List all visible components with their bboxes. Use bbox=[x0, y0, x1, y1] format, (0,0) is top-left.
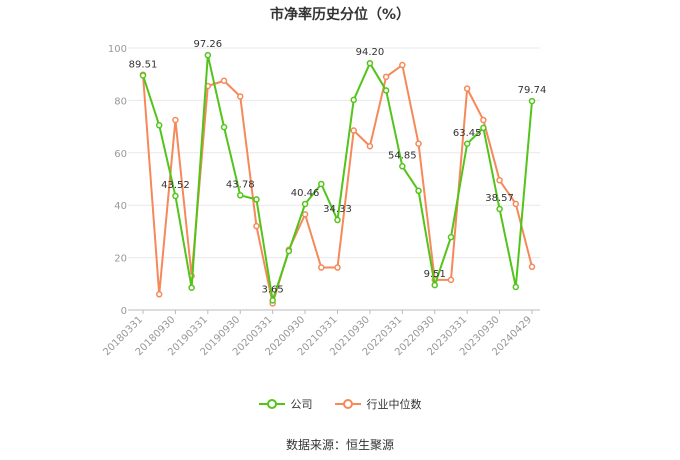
company-point bbox=[447, 233, 455, 241]
company-point bbox=[318, 180, 325, 188]
company-point bbox=[172, 192, 179, 200]
line-chart: 0204060801002018033120180930201903312019… bbox=[101, 39, 547, 358]
legend: 公司 行业中位数 bbox=[0, 396, 680, 412]
y-tick-label: 40 bbox=[114, 201, 127, 212]
company-point bbox=[188, 284, 195, 291]
industry-point bbox=[172, 116, 179, 124]
industry-point bbox=[480, 116, 487, 124]
industry-point bbox=[463, 85, 471, 92]
data-label: 89.51 bbox=[129, 59, 158, 70]
company-point bbox=[253, 196, 260, 203]
company-point bbox=[269, 297, 276, 304]
industry-point bbox=[496, 177, 503, 184]
company-point bbox=[139, 72, 147, 79]
data-label: 40.46 bbox=[291, 188, 320, 199]
legend-label-company: 公司 bbox=[290, 398, 313, 411]
company-point bbox=[463, 140, 471, 148]
company-point bbox=[155, 122, 163, 129]
data-label: 3.65 bbox=[262, 284, 284, 295]
y-tick-label: 20 bbox=[114, 254, 127, 265]
legend-label-industry: 行业中位数 bbox=[366, 398, 422, 411]
legend-marker-company bbox=[258, 399, 285, 409]
data-label: 63.45 bbox=[453, 128, 482, 139]
industry-point bbox=[301, 211, 309, 218]
industry-point bbox=[237, 93, 244, 100]
data-label: 94.20 bbox=[356, 47, 385, 58]
legend-item-company[interactable]: 公司 bbox=[258, 396, 313, 412]
data-source: 数据来源：恒生聚源 bbox=[285, 438, 394, 452]
data-label: 43.52 bbox=[161, 180, 190, 191]
industry-point bbox=[155, 291, 163, 298]
company-point bbox=[528, 97, 536, 105]
industry-point bbox=[318, 264, 325, 271]
industry-point bbox=[350, 127, 357, 134]
data-label: 43.78 bbox=[226, 179, 255, 190]
industry-point bbox=[447, 276, 455, 284]
company-point bbox=[512, 283, 520, 291]
industry-point bbox=[528, 263, 536, 271]
industry-point bbox=[253, 222, 260, 230]
company-point bbox=[366, 59, 374, 67]
industry-point bbox=[512, 200, 520, 208]
data-label: 79.74 bbox=[518, 85, 547, 96]
y-tick-label: 0 bbox=[121, 306, 127, 317]
data-label: 54.85 bbox=[388, 150, 417, 161]
legend-marker-industry bbox=[334, 399, 361, 409]
data-label: 9.51 bbox=[424, 269, 446, 280]
industry-point bbox=[382, 73, 390, 81]
chart-title: 市净率历史分位（%） bbox=[269, 7, 411, 23]
company-point bbox=[415, 187, 422, 195]
company-point bbox=[220, 123, 228, 131]
legend-item-industry[interactable]: 行业中位数 bbox=[334, 396, 422, 412]
industry-point bbox=[415, 140, 422, 147]
company-point bbox=[496, 205, 503, 213]
y-tick-label: 80 bbox=[114, 96, 127, 107]
company-point bbox=[399, 163, 406, 170]
y-tick-label: 100 bbox=[108, 44, 127, 55]
company-point bbox=[334, 216, 341, 224]
industry-point bbox=[334, 264, 341, 271]
data-label: 34.33 bbox=[323, 204, 352, 215]
company-point bbox=[301, 200, 309, 208]
company-point bbox=[382, 87, 390, 94]
y-tick-label: 60 bbox=[114, 149, 127, 160]
company-point bbox=[204, 51, 212, 59]
company-point bbox=[237, 192, 244, 199]
data-label: 97.26 bbox=[194, 39, 223, 50]
industry-point bbox=[220, 77, 228, 84]
company-point bbox=[431, 281, 438, 289]
company-point bbox=[350, 96, 357, 104]
industry-point bbox=[399, 61, 406, 69]
company-point bbox=[285, 247, 293, 255]
data-label: 38.57 bbox=[485, 193, 514, 204]
industry-point bbox=[366, 143, 374, 150]
company-point bbox=[480, 124, 487, 132]
